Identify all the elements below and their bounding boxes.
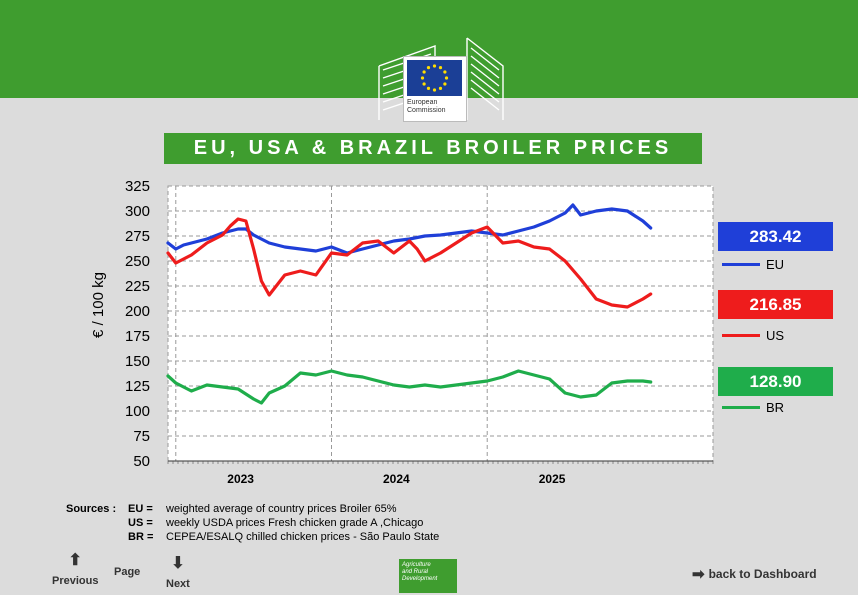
flag-star-icon [432, 88, 437, 92]
y-tick-label: 150 [125, 353, 150, 370]
logo-line2: Commission [407, 107, 446, 114]
x-tick-label: 2023 [227, 472, 254, 486]
y-tick-label: 200 [125, 303, 150, 320]
next-label: Next [166, 578, 190, 590]
eu-value-box: 283.42 [718, 222, 833, 251]
previous-button[interactable]: ⬆ Previous [52, 552, 99, 588]
sources-label: Sources : [66, 503, 117, 515]
back-to-dashboard-label: back to Dashboard [708, 567, 817, 581]
flag-star-icon [422, 70, 426, 74]
back-to-dashboard-link[interactable]: ➡ back to Dashboard [692, 565, 817, 583]
legend-us-label: US [766, 328, 785, 343]
previous-label: Previous [52, 575, 99, 587]
x-tick-label: 2025 [539, 472, 566, 486]
y-axis-label: € / 100 kg [90, 272, 107, 338]
sources-br-key: BR = [128, 531, 154, 543]
y-tick-label: 125 [125, 378, 150, 395]
flag-star-icon [443, 70, 447, 74]
flag-star-icon [444, 76, 449, 80]
flag-star-icon [443, 82, 447, 86]
badge-line3: Development [402, 576, 438, 582]
flag-star-icon [438, 66, 443, 70]
us-value-box: 216.85 [718, 290, 833, 319]
series-line-eu [166, 203, 653, 255]
legend-eu-swatch [722, 263, 760, 266]
sources-eu-key: EU = [128, 503, 153, 515]
x-tick-label: 2024 [383, 472, 410, 486]
flag-star-icon [426, 86, 431, 90]
flag-star-icon [432, 64, 437, 68]
legend-us-swatch [722, 334, 760, 337]
sources-us-text: weekly USDA prices Fresh chicken grade A… [166, 517, 424, 529]
series-line-us [166, 217, 653, 309]
legend-br-label: BR [766, 400, 785, 415]
page-label: Page [114, 566, 141, 578]
arrow-up-icon: ⬆ [68, 552, 82, 569]
flag-star-icon [438, 86, 443, 90]
sources-br-text: CEPEA/ESALQ chilled chicken prices - São… [166, 531, 440, 543]
y-tick-label: 300 [125, 203, 150, 220]
flag-star-icon [426, 66, 431, 70]
legend-us: US [722, 328, 784, 343]
y-tick-label: 275 [125, 228, 150, 245]
legend-eu: EU [722, 257, 784, 272]
page-title: EU, USA & BRAZIL BROILER PRICES [164, 133, 702, 164]
br-value-box: 128.90 [718, 367, 833, 396]
plot-area [168, 186, 713, 461]
y-tick-label: 225 [125, 278, 150, 295]
next-button[interactable]: ⬇ Next [166, 555, 190, 591]
y-tick-label: 50 [133, 453, 150, 470]
y-tick-label: 325 [125, 178, 150, 195]
flag-star-icon [422, 82, 426, 86]
y-tick-label: 100 [125, 403, 150, 420]
series-line-br [166, 369, 653, 405]
badge-line1: Agriculture [402, 562, 431, 568]
ec-logo: European Commission [375, 36, 509, 122]
arrow-right-icon: ➡ [692, 566, 705, 583]
badge-line2: and Rural [402, 569, 429, 575]
eu-flag-icon [407, 60, 462, 96]
legend-br: BR [722, 400, 784, 415]
arrow-down-icon: ⬇ [171, 555, 185, 572]
y-tick-label: 250 [125, 253, 150, 270]
sources-note: Sources : EU = weighted average of country… [66, 502, 439, 544]
y-tick-label: 75 [133, 428, 150, 445]
logo-line1: European [407, 99, 438, 106]
sources-eu-text: weighted average of country prices Broil… [166, 503, 397, 515]
ec-logo-card: European Commission [403, 56, 467, 122]
agri-badge: Agriculture and Rural Development [399, 559, 457, 593]
y-tick-label: 175 [125, 328, 150, 345]
flag-star-icon [420, 76, 425, 80]
legend-eu-label: EU [766, 257, 785, 272]
sources-us-key: US = [128, 517, 153, 529]
legend-br-swatch [722, 406, 760, 409]
